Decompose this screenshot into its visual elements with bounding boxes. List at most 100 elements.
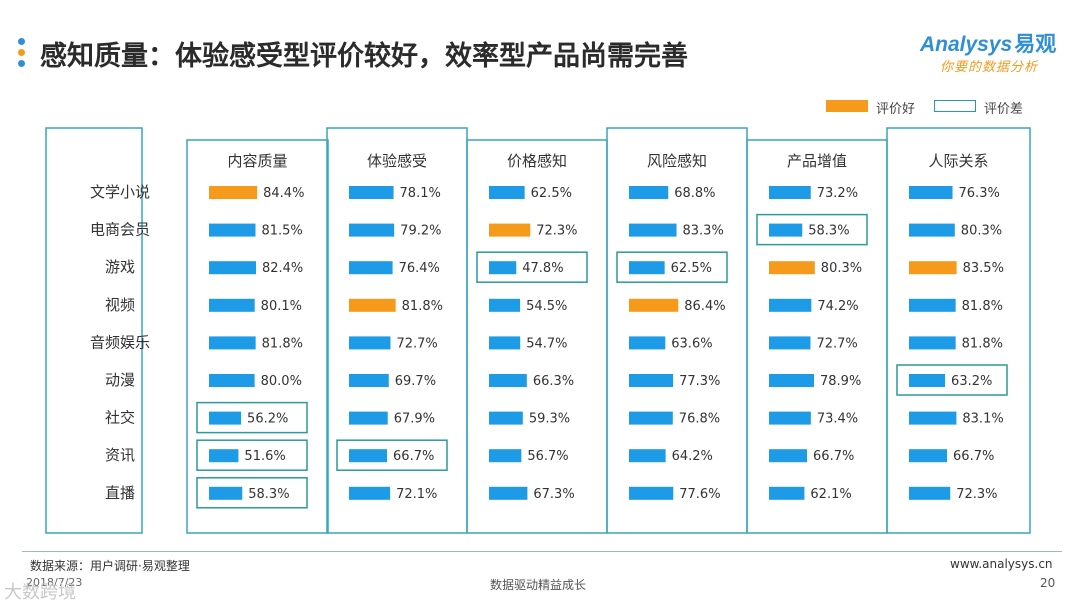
watermark-badge: 大数跨境 bbox=[4, 582, 76, 603]
data-label: 80.1% bbox=[261, 299, 302, 314]
panel-border bbox=[886, 127, 1031, 534]
low-rating-highlight bbox=[196, 477, 308, 509]
data-label: 72.3% bbox=[536, 224, 577, 239]
low-rating-highlight bbox=[756, 213, 868, 246]
bar bbox=[209, 411, 242, 425]
low-rating-highlight bbox=[196, 439, 308, 471]
data-label: 74.2% bbox=[817, 299, 858, 314]
data-label: 81.8% bbox=[962, 336, 1003, 351]
data-label: 76.4% bbox=[399, 261, 440, 276]
category-label: 音频娱乐 bbox=[90, 333, 150, 351]
bar bbox=[629, 411, 673, 425]
bar bbox=[909, 186, 953, 199]
low-rating-highlight bbox=[336, 439, 448, 471]
bar bbox=[489, 411, 523, 425]
low-rating-highlight bbox=[196, 401, 308, 434]
bar bbox=[769, 486, 805, 500]
bar bbox=[349, 186, 394, 199]
category-label: 文学小说 bbox=[90, 183, 150, 201]
page-number: 20 bbox=[1040, 576, 1056, 590]
data-label: 56.7% bbox=[527, 449, 568, 464]
panel-border bbox=[186, 139, 329, 534]
title-bullet-dots bbox=[18, 38, 26, 71]
bar bbox=[769, 449, 808, 463]
series-header: 内容质量 bbox=[227, 152, 287, 170]
data-label: 78.1% bbox=[400, 186, 441, 201]
series-header: 体验感受 bbox=[367, 152, 427, 170]
bar bbox=[909, 374, 946, 387]
data-label: 73.4% bbox=[817, 412, 858, 427]
data-label: 54.7% bbox=[526, 336, 567, 351]
bar bbox=[489, 298, 521, 312]
data-label: 83.5% bbox=[963, 261, 1004, 276]
logo-brand: Analysys bbox=[920, 33, 1013, 56]
data-label: 82.4% bbox=[262, 261, 303, 276]
category-label: 资讯 bbox=[105, 446, 135, 464]
data-label: 62.1% bbox=[810, 487, 851, 502]
legend-bad-label: 评价差 bbox=[984, 102, 1024, 117]
bar bbox=[489, 374, 527, 387]
bar bbox=[629, 186, 669, 199]
bar bbox=[629, 223, 677, 237]
bar bbox=[909, 223, 955, 237]
bar bbox=[209, 486, 243, 500]
bar bbox=[489, 223, 531, 237]
bar bbox=[909, 486, 951, 500]
data-label: 84.4% bbox=[263, 186, 304, 201]
bar bbox=[209, 374, 255, 387]
bar bbox=[769, 374, 815, 387]
bar bbox=[209, 298, 255, 312]
footer-slogan: 数据驱动精益成长 bbox=[490, 578, 587, 592]
data-label: 69.7% bbox=[395, 374, 436, 389]
category-label: 动漫 bbox=[105, 371, 135, 389]
data-label: 63.2% bbox=[951, 374, 992, 389]
data-label: 72.3% bbox=[956, 487, 997, 502]
logo-brand-cn: 易观 bbox=[1014, 33, 1057, 56]
data-label: 79.2% bbox=[400, 224, 441, 239]
data-label: 58.3% bbox=[808, 224, 849, 239]
bar bbox=[209, 336, 256, 350]
bar bbox=[209, 449, 239, 463]
data-label: 83.3% bbox=[683, 224, 724, 239]
footer-divider bbox=[22, 551, 1062, 552]
bar bbox=[209, 261, 256, 275]
bar bbox=[909, 336, 956, 350]
category-label: 电商会员 bbox=[90, 221, 150, 239]
data-source: 数据来源：用户调研·易观整理 bbox=[30, 559, 190, 573]
data-label: 66.3% bbox=[533, 374, 574, 389]
bar bbox=[769, 336, 811, 350]
low-rating-highlight bbox=[476, 251, 588, 283]
bar bbox=[349, 374, 389, 387]
bar bbox=[629, 336, 666, 350]
data-label: 83.1% bbox=[962, 412, 1003, 427]
series-header: 产品增值 bbox=[787, 152, 847, 170]
data-label: 77.6% bbox=[679, 487, 720, 502]
bar bbox=[349, 261, 393, 275]
bar bbox=[209, 186, 258, 199]
data-label: 80.0% bbox=[261, 374, 302, 389]
data-label: 80.3% bbox=[821, 261, 862, 276]
data-label: 63.6% bbox=[671, 336, 712, 351]
data-label: 67.9% bbox=[394, 412, 435, 427]
page-title: 感知质量：体验感受型评价较好，效率型产品尚需完善 bbox=[40, 41, 688, 72]
data-label: 81.8% bbox=[402, 299, 443, 314]
data-label: 68.8% bbox=[674, 186, 715, 201]
data-label: 78.9% bbox=[820, 374, 861, 389]
data-label: 66.7% bbox=[813, 449, 854, 464]
data-label: 81.8% bbox=[262, 336, 303, 351]
low-rating-highlight bbox=[616, 251, 728, 283]
bar bbox=[489, 449, 522, 463]
bar bbox=[629, 261, 665, 275]
data-label: 64.2% bbox=[672, 449, 713, 464]
bar bbox=[629, 449, 666, 463]
data-label: 76.8% bbox=[679, 412, 720, 427]
series-header: 风险感知 bbox=[647, 152, 707, 170]
data-label: 66.7% bbox=[393, 449, 434, 464]
bar bbox=[769, 261, 815, 275]
data-label: 81.8% bbox=[962, 299, 1003, 314]
series-header: 价格感知 bbox=[507, 152, 567, 170]
data-label: 77.3% bbox=[679, 374, 720, 389]
data-label: 86.4% bbox=[684, 299, 725, 314]
website-url[interactable]: www.analysys.cn bbox=[950, 557, 1053, 571]
category-label: 直播 bbox=[105, 484, 135, 502]
